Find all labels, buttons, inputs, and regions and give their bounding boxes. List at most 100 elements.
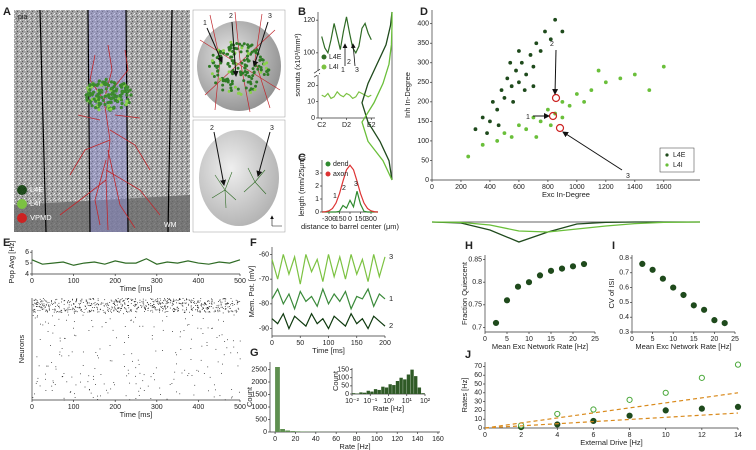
spike — [160, 302, 162, 304]
spike — [55, 368, 57, 370]
spike — [79, 373, 81, 375]
spike — [63, 399, 65, 401]
spike — [52, 380, 54, 382]
spike — [123, 302, 125, 304]
point — [590, 406, 597, 413]
y-tick-label: 2000 — [251, 379, 267, 386]
spike — [229, 308, 231, 309]
y-tick-label: 0.75 — [468, 302, 482, 309]
spike — [208, 307, 210, 309]
soma-dot — [91, 82, 95, 87]
spike — [172, 309, 174, 311]
spike — [121, 298, 123, 300]
soma-dot — [122, 81, 126, 86]
soma-dot — [216, 73, 220, 77]
x-axis-label: distance to barrel center (μm) — [301, 222, 400, 231]
x-tick-label: 140 — [412, 436, 424, 443]
spike — [101, 302, 102, 304]
y-tick-label: 0.8 — [472, 279, 482, 286]
soma-dot — [229, 86, 233, 90]
soma-dot — [241, 71, 245, 75]
spike — [104, 313, 106, 315]
soma-dot — [120, 91, 124, 96]
spike — [157, 301, 159, 303]
spike — [171, 383, 173, 384]
spike — [135, 298, 136, 300]
spike — [151, 338, 153, 340]
spike — [190, 306, 192, 308]
spike — [127, 304, 128, 306]
spike — [46, 309, 48, 311]
spike — [46, 300, 48, 302]
spike — [100, 395, 101, 397]
spike — [33, 311, 34, 313]
spike — [90, 303, 92, 304]
spike — [93, 378, 95, 380]
x-tick-label: 120 — [391, 436, 403, 443]
spike — [148, 307, 150, 309]
x-tick-label: 20 — [292, 436, 300, 443]
spike — [225, 303, 227, 305]
spike — [113, 309, 115, 311]
spike — [112, 329, 114, 331]
spike — [89, 311, 91, 313]
spike — [216, 307, 218, 309]
series-line — [271, 287, 386, 311]
spike — [137, 306, 139, 308]
soma-dot — [124, 102, 128, 106]
spike — [48, 304, 49, 306]
spike — [79, 306, 80, 308]
spike — [120, 307, 122, 309]
spike — [115, 299, 117, 300]
arrow — [350, 43, 356, 67]
cell-label: 2 — [210, 125, 214, 132]
spike — [61, 309, 63, 311]
spike — [130, 310, 132, 312]
spike — [68, 355, 70, 357]
spike — [148, 304, 150, 306]
soma-dot — [128, 88, 132, 92]
spike — [138, 306, 139, 308]
spike — [196, 369, 198, 371]
spike — [58, 302, 60, 304]
l4-cluster — [84, 77, 133, 112]
spike — [63, 397, 65, 399]
spike — [131, 299, 133, 301]
spike — [166, 315, 168, 317]
spike — [82, 364, 84, 366]
spike — [58, 318, 60, 320]
spike — [219, 310, 221, 312]
spike — [115, 308, 116, 310]
spike — [79, 306, 81, 308]
spike — [207, 307, 209, 309]
y-tick-label: 50 — [421, 157, 429, 164]
spike — [82, 302, 84, 303]
spike — [176, 363, 177, 365]
x-tick-label: 14 — [734, 432, 742, 439]
point — [534, 135, 539, 139]
spike — [68, 309, 70, 311]
x-tick-label: 5 — [651, 336, 655, 343]
soma-dot — [97, 101, 101, 105]
spike — [37, 377, 39, 379]
soma-dot — [129, 93, 133, 97]
point — [649, 266, 656, 273]
spike — [128, 307, 130, 309]
soma-dot — [97, 79, 101, 83]
spike — [137, 302, 138, 304]
spike — [59, 337, 61, 339]
x-tick-label: 100 — [68, 404, 80, 411]
soma-dot — [231, 61, 235, 65]
spike — [83, 312, 85, 313]
spike — [222, 306, 224, 308]
x-tick-label: 0 — [30, 404, 34, 411]
bar — [362, 392, 367, 394]
point — [639, 260, 646, 267]
spike — [94, 307, 95, 309]
pia-label: pia — [18, 14, 27, 21]
spike — [231, 300, 233, 302]
spike — [209, 306, 211, 308]
spike — [235, 309, 237, 311]
point — [548, 123, 553, 128]
x-tick-label: 200 — [455, 184, 467, 191]
